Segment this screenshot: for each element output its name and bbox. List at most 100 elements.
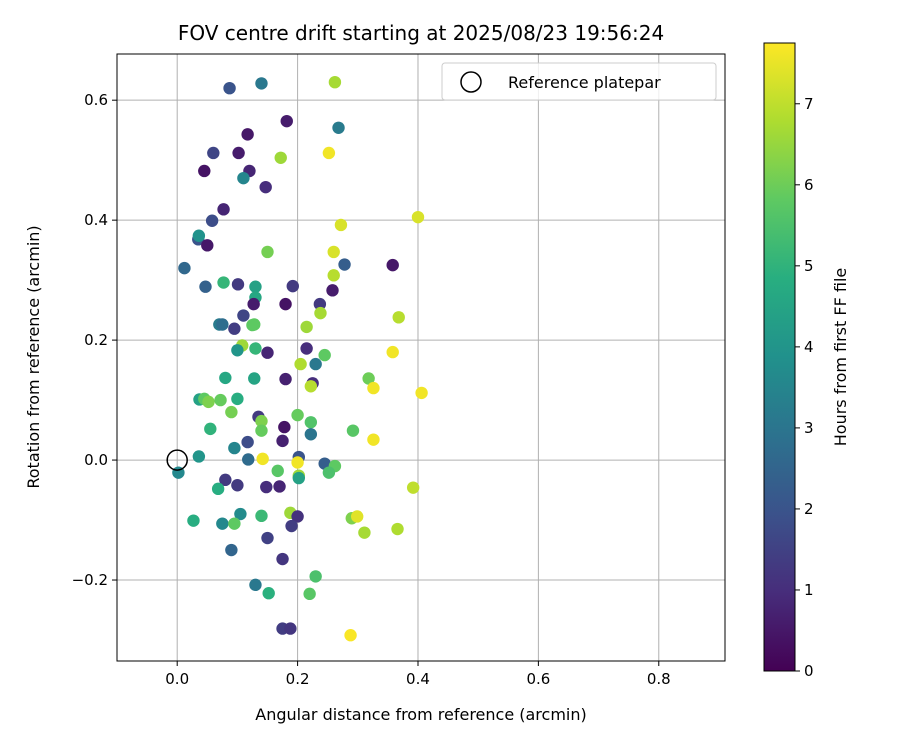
scatter-point [234, 507, 247, 521]
colorbar-tick-label: 3 [804, 419, 814, 437]
colorbar-tick-label: 5 [804, 257, 814, 275]
scatter-point [350, 510, 364, 523]
scatter-point [276, 434, 289, 448]
scatter-point [286, 279, 299, 293]
colorbar-label: Hours from first FF file [831, 268, 850, 447]
scatter-point [261, 346, 274, 359]
scatter-point [291, 408, 304, 422]
scatter-point [261, 245, 274, 259]
scatter-points [172, 75, 428, 642]
scatter-point [216, 318, 229, 331]
scatter-point [332, 121, 345, 134]
x-tick-label: 0.2 [286, 670, 310, 688]
scatter-point [285, 519, 298, 533]
x-tick-label: 0.4 [406, 670, 430, 688]
scatter-point [303, 587, 316, 601]
y-axis-label: Rotation from reference (arcmin) [24, 225, 43, 488]
scatter-point [309, 570, 322, 583]
scatter-point [255, 424, 268, 437]
scatter-point [225, 405, 238, 419]
scatter-point [326, 284, 339, 297]
colorbar-tick-label: 6 [804, 176, 814, 194]
scatter-point [367, 381, 380, 395]
scatter-point [255, 77, 268, 90]
scatter-point [346, 424, 360, 437]
scatter-point [291, 510, 304, 523]
scatter-point [328, 75, 342, 89]
legend-entry-reference-platepar: Reference platepar [508, 73, 661, 92]
scatter-point [304, 416, 318, 429]
x-tick-label: 0.6 [526, 670, 550, 688]
scatter-point [327, 245, 340, 259]
y-tick-label: 0.4 [84, 211, 108, 229]
scatter-point [249, 342, 262, 355]
scatter-point [274, 151, 287, 164]
scatter-point [278, 420, 291, 434]
scatter-point [247, 297, 260, 311]
scatter-point [300, 320, 313, 334]
x-tick-label: 0.8 [647, 670, 671, 688]
scatter-point [406, 481, 420, 494]
scatter-point [228, 517, 241, 530]
y-tick-label: 0.2 [84, 331, 108, 349]
scatter-point [294, 357, 307, 371]
scatter-point [309, 357, 322, 371]
axes: 0.0 0.2 0.4 0.6 0.8 −0.2 0.0 0.2 0.4 0.6 [72, 91, 671, 688]
scatter-point [225, 543, 238, 557]
scatter-point [249, 280, 262, 293]
scatter-point [292, 471, 305, 485]
colorbar-tick-label: 2 [804, 500, 814, 518]
scatter-point [216, 517, 229, 530]
legend: Reference platepar [441, 62, 717, 101]
scatter-point [273, 480, 286, 493]
scatter-point [228, 322, 241, 335]
scatter-point [338, 258, 351, 271]
scatter-point [327, 269, 340, 282]
scatter-point [192, 450, 206, 463]
scatter-point [231, 278, 245, 291]
scatter-point [276, 552, 289, 566]
scatter-point [202, 395, 215, 409]
y-tick-label: −0.2 [72, 571, 108, 589]
y-tick-label: 0.0 [84, 451, 108, 469]
scatter-point [207, 146, 220, 160]
scatter-point [304, 380, 318, 393]
scatter-point [178, 261, 191, 275]
scatter-point [344, 629, 357, 642]
scatter-point [249, 578, 262, 592]
scatter-point [219, 371, 232, 385]
scatter-point [411, 210, 425, 224]
scatter-point [318, 348, 331, 362]
scatter-point [219, 473, 232, 487]
scatter-point [187, 514, 200, 527]
scatter-point [204, 422, 217, 436]
scatter-point [358, 526, 371, 539]
scatter-point [248, 372, 261, 385]
scatter-point [262, 587, 275, 600]
scatter-point [242, 453, 255, 466]
scatter-point [260, 480, 273, 494]
scatter-point [231, 479, 244, 492]
scatter-point [291, 456, 304, 469]
scatter-point [217, 276, 230, 289]
scatter-point [241, 128, 254, 141]
y-tick-label: 0.6 [84, 91, 108, 109]
scatter-point [237, 171, 250, 185]
scatter-point [198, 164, 211, 178]
scatter-point [284, 622, 297, 635]
colorbar-tick-label: 7 [804, 95, 814, 113]
scatter-point [228, 441, 241, 455]
reference-point-layer [166, 449, 188, 471]
plot-area-frame [116, 53, 726, 662]
colorbar-tick-label: 4 [804, 338, 814, 356]
scatter-point [246, 318, 259, 332]
scatter-point [279, 297, 292, 311]
scatter-point [205, 214, 219, 227]
scatter-point [255, 509, 268, 523]
scatter-point [279, 372, 292, 386]
chart-title: FOV centre drift starting at 2025/08/23 … [178, 21, 664, 45]
scatter-point [231, 344, 244, 357]
scatter-point [304, 428, 318, 441]
